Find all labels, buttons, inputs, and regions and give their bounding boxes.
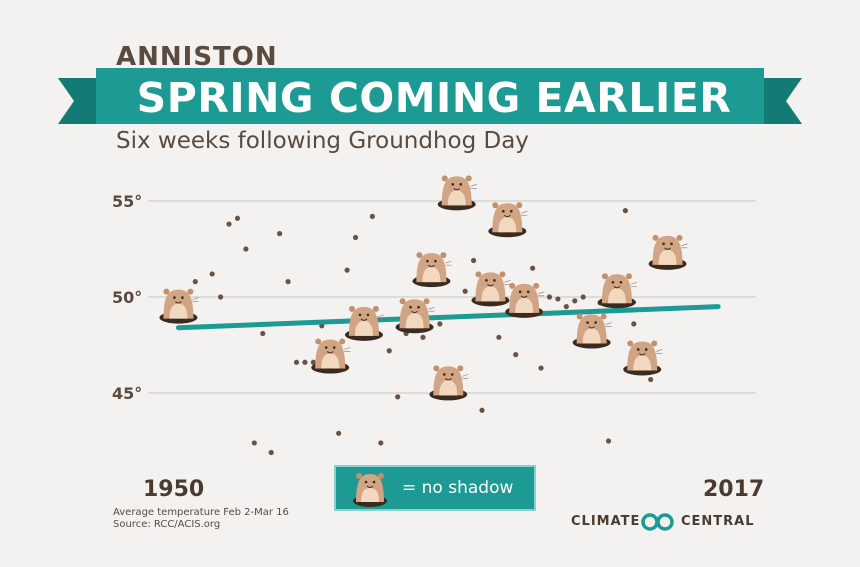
groundhog-marker	[597, 273, 638, 309]
data-point	[546, 294, 553, 300]
brand-logo: CLIMATE CENTRAL	[571, 513, 761, 533]
data-point	[530, 265, 536, 271]
data-point	[268, 449, 274, 456]
data-point	[479, 407, 485, 413]
data-point	[470, 257, 477, 264]
data-point	[251, 440, 257, 446]
data-point	[513, 352, 519, 358]
groundhog-marker	[572, 313, 612, 349]
groundhog-marker	[505, 282, 545, 318]
scatter-chart: 45° 50° 55°	[112, 175, 756, 456]
brand-name-part2: CENTRAL	[681, 514, 755, 529]
data-point	[310, 359, 316, 365]
y-tick-label: 55°	[112, 192, 142, 211]
data-point	[462, 288, 468, 294]
data-point	[293, 359, 300, 365]
data-point	[437, 321, 443, 327]
climate-central-logo	[641, 513, 674, 531]
data-point	[277, 231, 283, 237]
data-point	[386, 348, 392, 354]
y-tick-label: 45°	[112, 384, 142, 403]
groundhog-marker	[395, 298, 435, 334]
x-start-label: 1950	[143, 477, 205, 502]
data-point	[285, 279, 291, 285]
data-point	[260, 330, 266, 337]
groundhog-marker	[311, 338, 351, 374]
data-point	[538, 365, 544, 371]
subtitle: Six weeks following Groundhog Day	[116, 128, 529, 154]
groundhog-marker	[648, 234, 688, 270]
groundhog-marker	[412, 252, 452, 288]
title-banner	[58, 68, 802, 124]
data-point	[234, 215, 241, 221]
legend: = no shadow	[334, 465, 536, 511]
data-point	[209, 271, 215, 277]
data-point	[563, 304, 569, 310]
page-title: SPRING COMING EARLIER	[136, 74, 732, 122]
groundhog-marker	[437, 175, 477, 211]
data-point	[243, 246, 249, 252]
data-point	[605, 438, 612, 444]
data-point	[192, 279, 198, 285]
groundhog-marker	[344, 305, 385, 341]
data-point	[496, 334, 502, 340]
data-point	[555, 296, 561, 302]
data-point	[420, 334, 426, 340]
brand-name-part1: CLIMATE	[571, 514, 641, 529]
footnote-source: Source: RCC/ACIS.org	[113, 519, 221, 530]
groundhog-marker	[471, 271, 511, 307]
data-point	[352, 234, 359, 241]
groundhog-icon	[353, 473, 387, 507]
footnote-period: Average temperature Feb 2-Mar 16	[113, 507, 289, 518]
y-tick-label: 50°	[112, 288, 142, 307]
data-point	[580, 294, 586, 300]
data-point	[378, 440, 384, 446]
groundhog-marker	[159, 288, 199, 324]
data-point	[622, 208, 628, 214]
city-name: ANNISTON	[116, 42, 278, 72]
data-point	[631, 321, 637, 327]
data-point	[302, 359, 308, 365]
x-end-label: 2017	[703, 477, 765, 502]
data-point	[226, 221, 232, 227]
data-point	[395, 394, 401, 400]
groundhog-marker	[623, 340, 663, 376]
data-point	[572, 298, 578, 304]
data-point	[344, 267, 350, 273]
legend-label: = no shadow	[402, 478, 514, 498]
groundhog-marker	[488, 202, 528, 238]
trend-line	[175, 304, 721, 331]
groundhog-marker	[429, 365, 469, 401]
data-point	[217, 294, 224, 300]
data-point	[369, 213, 375, 219]
data-point	[648, 376, 654, 383]
data-point	[336, 430, 342, 436]
